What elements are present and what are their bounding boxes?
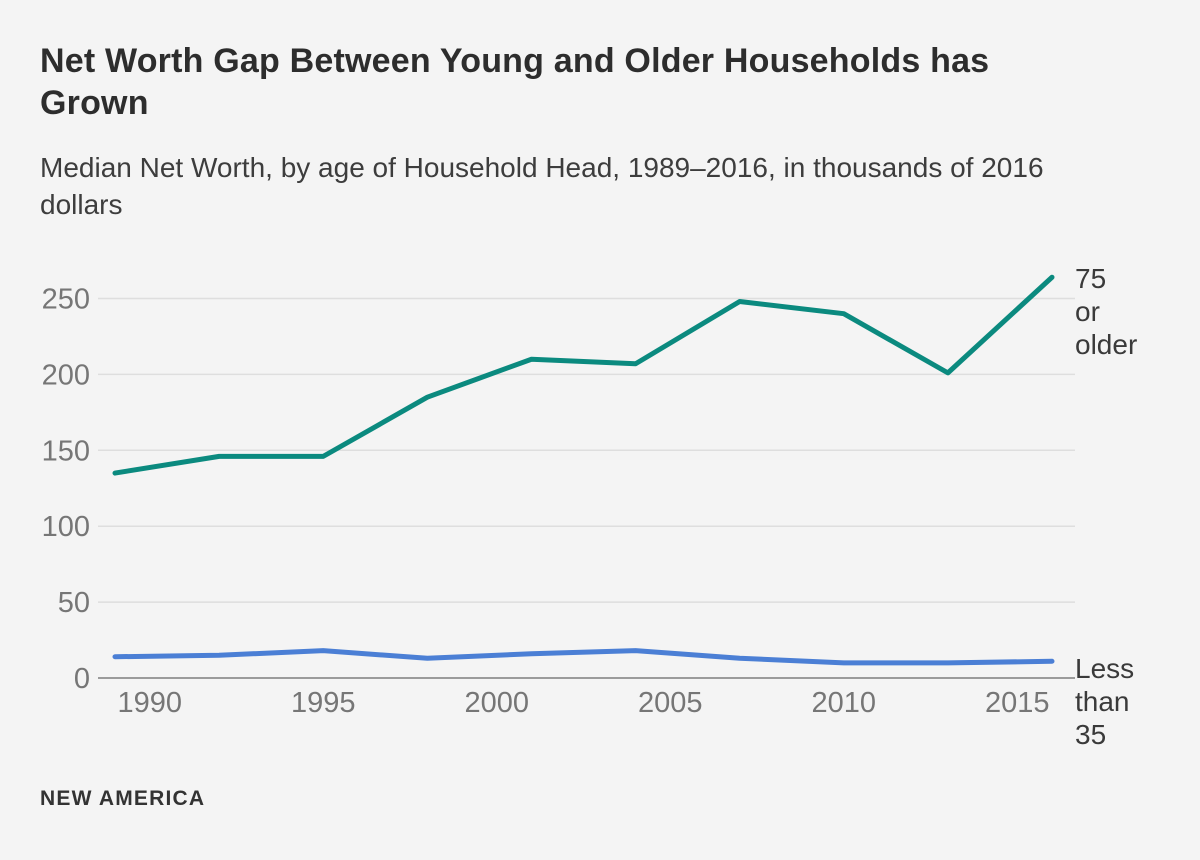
x-tick-label: 2000	[464, 687, 529, 719]
x-tick-label: 1995	[291, 687, 356, 719]
series-end-label-less-than-35: Less than 35	[1075, 653, 1135, 750]
chart-subtitle: Median Net Worth, by age of Household He…	[40, 152, 1044, 220]
y-tick-label: 100	[42, 511, 90, 543]
x-tick-label: 2005	[638, 687, 703, 719]
y-tick-label: 150	[42, 435, 90, 467]
series-end-label-75-or-older: 75 or older	[1075, 263, 1138, 360]
x-tick-label: 1990	[117, 687, 182, 719]
series-line-less-than-35	[112, 648, 1055, 666]
chart-title: Net Worth Gap Between Young and Older Ho…	[40, 42, 990, 123]
series-line-75-or-older	[112, 274, 1055, 476]
x-tick-label: 2015	[985, 687, 1050, 719]
source-logo-text: NEW AMERICA	[40, 787, 206, 810]
y-tick-label: 50	[58, 587, 90, 619]
y-tick-label: 250	[42, 284, 90, 316]
y-tick-label: 200	[42, 359, 90, 391]
y-tick-label: 0	[74, 663, 90, 695]
x-tick-label: 2010	[812, 687, 877, 719]
